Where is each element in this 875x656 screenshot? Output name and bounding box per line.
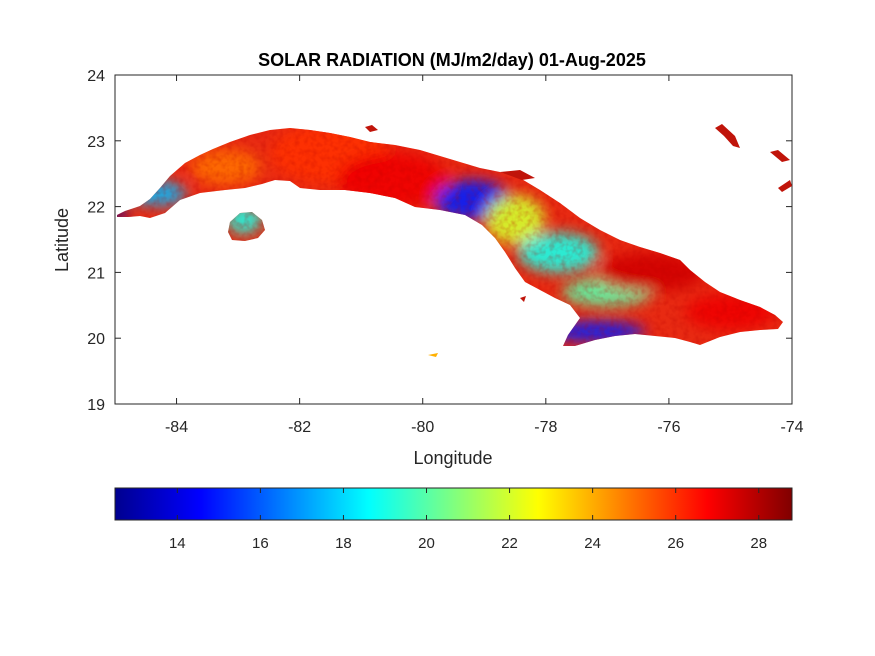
x-tick-label-4: -76 (657, 419, 680, 436)
x-tick-label-5: -74 (780, 419, 803, 436)
chart-title: SOLAR RADIATION (MJ/m2/day) 01-Aug-2025 (258, 50, 646, 70)
x-tick-label-1: -82 (288, 419, 311, 436)
y-axis-label: Latitude (52, 208, 72, 272)
colorbar-tick-label-3: 20 (418, 535, 435, 552)
x-axis: -84 -82 -80 -78 -76 -74 (165, 75, 804, 436)
islet-1 (770, 150, 790, 162)
islet-4 (500, 170, 535, 180)
x-axis-label: Longitude (413, 448, 492, 468)
y-tick-label-1: 20 (87, 331, 105, 348)
islet-3 (365, 125, 378, 132)
colorbar-tick-label-2: 18 (335, 535, 352, 552)
islet-6 (520, 296, 526, 302)
x-tick-label-2: -80 (411, 419, 434, 436)
colorbar-tick-label-7: 28 (750, 535, 767, 552)
y-tick-label-5: 24 (87, 68, 105, 85)
islet-2 (778, 180, 792, 192)
colorbar-tick-label-1: 16 (252, 535, 269, 552)
y-tick-label-4: 23 (87, 134, 105, 151)
x-tick-label-0: -84 (165, 419, 188, 436)
colorbar-tick-label-0: 14 (169, 535, 186, 552)
colorbar-ticks: 14 16 18 20 22 24 26 28 (169, 488, 767, 552)
plot-area (114, 74, 793, 405)
colorbar-tick-label-6: 26 (667, 535, 684, 552)
y-tick-label-0: 19 (87, 397, 105, 414)
islet-5 (428, 353, 438, 357)
colorbar-tick-label-4: 22 (501, 535, 518, 552)
x-tick-label-3: -78 (534, 419, 557, 436)
colorbar-tick-label-5: 24 (584, 535, 601, 552)
islet-0 (715, 124, 740, 148)
y-tick-label-2: 21 (87, 265, 105, 282)
small-islets (365, 124, 792, 357)
colorbar (114, 487, 793, 521)
y-tick-label-3: 22 (87, 200, 105, 217)
y-axis: 19 20 21 22 23 24 (87, 68, 792, 414)
